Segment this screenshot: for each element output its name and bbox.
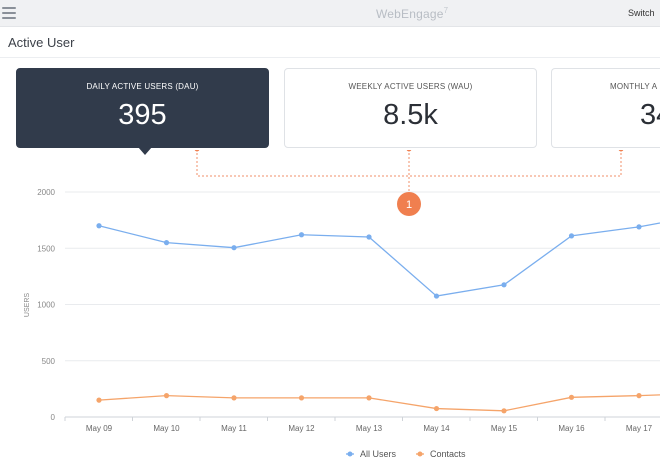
hamburger-menu-icon[interactable] bbox=[2, 7, 16, 19]
data-point[interactable] bbox=[96, 223, 102, 229]
legend-marker bbox=[347, 451, 353, 457]
top-bar: WebEngage7 Switch bbox=[0, 0, 660, 27]
callout-badge[interactable]: 1 bbox=[397, 192, 421, 216]
y-tick-label: 1500 bbox=[37, 244, 55, 253]
callout-badge-number: 1 bbox=[406, 199, 412, 211]
legend-label[interactable]: All Users bbox=[360, 449, 397, 459]
data-point[interactable] bbox=[96, 397, 102, 403]
data-point[interactable] bbox=[366, 234, 372, 240]
data-point[interactable] bbox=[298, 232, 305, 238]
callout-badge-circle[interactable] bbox=[397, 192, 421, 216]
card-pointer bbox=[138, 147, 152, 155]
dau-label: DAILY ACTIVE USERS (DAU) bbox=[86, 82, 199, 91]
x-tick-label: May 16 bbox=[558, 424, 585, 433]
callout-dot bbox=[406, 150, 412, 152]
mau-label: MONTHLY A bbox=[610, 82, 658, 91]
y-axis: 0 500 1000 1500 2000 bbox=[37, 188, 55, 422]
x-tick-label: May 10 bbox=[153, 424, 180, 433]
app-logo[interactable]: WebEngage7 bbox=[376, 6, 449, 21]
callout-dot bbox=[618, 150, 624, 152]
series-line-all-users bbox=[98, 222, 660, 297]
data-point[interactable] bbox=[163, 393, 170, 399]
callout-connector bbox=[194, 150, 624, 194]
y-tick-label: 2000 bbox=[37, 188, 55, 197]
x-tick-label: May 14 bbox=[423, 424, 450, 433]
mau-value: 34 bbox=[640, 99, 660, 131]
switch-button[interactable]: Switch bbox=[628, 8, 655, 18]
data-point[interactable] bbox=[568, 233, 575, 239]
data-point[interactable] bbox=[433, 405, 440, 412]
data-point[interactable] bbox=[501, 282, 507, 288]
callout-dot bbox=[194, 150, 200, 152]
x-tick-label: May 12 bbox=[288, 424, 315, 433]
series-line-contacts bbox=[98, 394, 660, 412]
wau-card[interactable]: WEEKLY ACTIVE USERS (WAU) 8.5k bbox=[284, 68, 537, 148]
y-tick-label: 1000 bbox=[37, 301, 55, 310]
legend-label[interactable]: Contacts bbox=[430, 449, 466, 459]
mau-card[interactable]: MONTHLY A 34 bbox=[551, 68, 660, 148]
data-point[interactable] bbox=[636, 393, 642, 399]
page-title: Active User bbox=[8, 35, 75, 50]
x-tick-label: May 15 bbox=[491, 424, 518, 433]
data-point[interactable] bbox=[433, 293, 440, 299]
active-users-chart: May 09 May 10 May 11 May 12 May 13 May 14 May … bbox=[24, 150, 660, 459]
y-tick-label: 0 bbox=[51, 413, 56, 422]
data-point[interactable] bbox=[231, 395, 237, 401]
data-point[interactable] bbox=[501, 408, 507, 414]
x-axis: May 09 May 10 May 11 May 12 May 13 May 14 May … bbox=[64, 416, 660, 433]
y-tick-label: 500 bbox=[42, 357, 56, 366]
data-point[interactable] bbox=[366, 395, 372, 401]
data-point[interactable] bbox=[163, 240, 170, 246]
wau-value: 8.5k bbox=[383, 99, 438, 131]
data-point[interactable] bbox=[231, 245, 237, 251]
wau-label: WEEKLY ACTIVE USERS (WAU) bbox=[348, 82, 473, 91]
data-point[interactable] bbox=[568, 394, 575, 400]
dau-card[interactable]: DAILY ACTIVE USERS (DAU) 395 bbox=[16, 68, 269, 155]
legend-marker bbox=[417, 451, 423, 457]
x-tick-label: May 17 bbox=[626, 424, 653, 433]
divider bbox=[0, 57, 660, 58]
chart-legend: All Users Contacts bbox=[346, 449, 466, 459]
dau-value: 395 bbox=[118, 99, 167, 131]
data-point[interactable] bbox=[298, 395, 305, 401]
y-axis-label: USERS bbox=[24, 293, 31, 317]
chart-grid bbox=[65, 191, 660, 418]
x-tick-label: May 09 bbox=[86, 424, 113, 433]
data-point[interactable] bbox=[636, 224, 642, 230]
x-tick-label: May 11 bbox=[221, 424, 247, 433]
chart-series bbox=[96, 222, 660, 414]
x-tick-label: May 13 bbox=[356, 424, 383, 433]
